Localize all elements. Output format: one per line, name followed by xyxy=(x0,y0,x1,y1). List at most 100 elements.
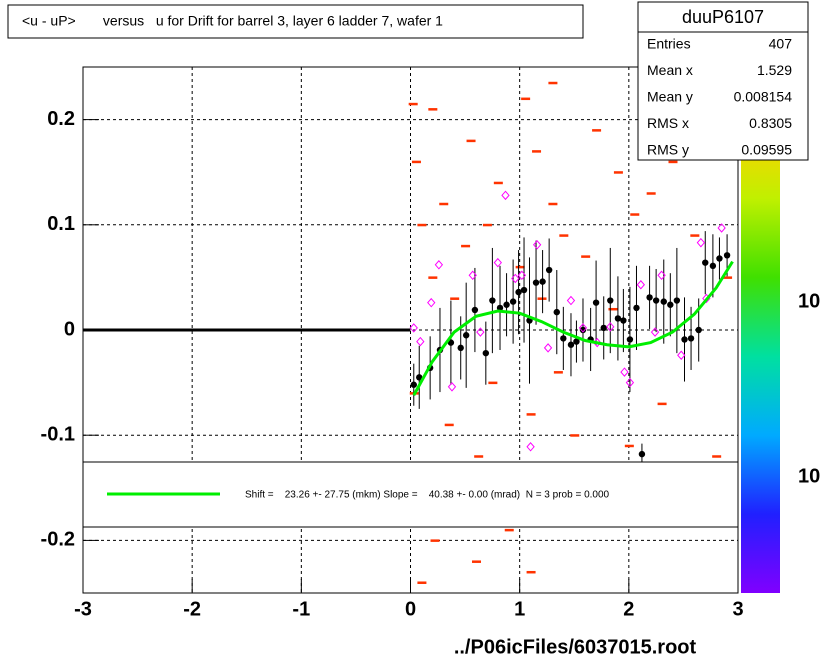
cell xyxy=(624,444,634,448)
point xyxy=(509,298,517,305)
diamond xyxy=(717,223,726,233)
diamond xyxy=(636,280,646,290)
stats-value: 0.09595 xyxy=(741,142,792,158)
diamond xyxy=(625,377,635,388)
cell xyxy=(417,223,427,227)
stats-label: Mean y xyxy=(647,89,693,105)
diamond xyxy=(416,336,425,347)
point xyxy=(673,297,681,304)
stats-value: 407 xyxy=(769,36,793,52)
point xyxy=(496,304,504,312)
point xyxy=(660,298,667,305)
cell xyxy=(444,423,454,427)
point xyxy=(702,259,709,266)
cell xyxy=(428,108,438,111)
cell xyxy=(668,160,678,164)
diamond xyxy=(517,270,527,281)
stats-value: 0.8305 xyxy=(749,115,792,131)
diamond xyxy=(468,270,477,281)
point xyxy=(687,335,695,342)
x-tick-label: 1 xyxy=(514,598,525,620)
cell xyxy=(548,202,558,206)
cell xyxy=(439,202,449,206)
diamond xyxy=(650,327,660,337)
point xyxy=(667,301,674,308)
point xyxy=(709,262,717,270)
cell xyxy=(526,570,536,574)
cell xyxy=(515,265,525,269)
point xyxy=(515,288,522,296)
stats-label: Entries xyxy=(647,36,691,52)
point xyxy=(416,374,423,381)
point xyxy=(607,297,614,304)
cell xyxy=(608,307,618,311)
point xyxy=(638,450,646,458)
x-tick-label: -1 xyxy=(292,598,310,620)
cell xyxy=(474,455,484,458)
point xyxy=(614,315,622,322)
cell xyxy=(537,297,547,300)
diamond xyxy=(696,237,706,248)
diamond xyxy=(543,343,553,353)
diamond xyxy=(511,273,520,284)
cell xyxy=(613,171,623,174)
point xyxy=(503,301,510,308)
diamond xyxy=(657,270,666,281)
diamond xyxy=(526,442,535,452)
cell xyxy=(482,223,492,227)
diamond xyxy=(493,257,502,268)
footer: ../P06icFiles/6037015.root xyxy=(454,636,697,658)
diamond xyxy=(501,190,510,201)
cell xyxy=(559,234,569,237)
diamond xyxy=(434,260,444,270)
cell xyxy=(430,539,440,542)
point xyxy=(560,335,567,342)
point xyxy=(545,266,553,274)
cell xyxy=(657,402,667,406)
point xyxy=(716,255,723,262)
cell xyxy=(472,560,481,563)
colorbar-label: 10 xyxy=(798,290,820,312)
cell xyxy=(723,276,733,279)
plot: -3 -2 -1 0 1 2 3 -0.2 -0.1 0 0.1 0.2 xyxy=(41,67,744,620)
stats-label: Mean x xyxy=(647,62,693,78)
cell xyxy=(417,581,427,584)
x-tick-label: -2 xyxy=(183,598,201,620)
cell xyxy=(504,528,514,532)
x-tick-label: 0 xyxy=(405,598,416,620)
stats-label: RMS x xyxy=(647,115,689,131)
x-tick-label: -3 xyxy=(74,598,92,620)
cell xyxy=(526,413,536,416)
point xyxy=(626,336,634,343)
cell xyxy=(646,192,656,195)
diamond xyxy=(409,323,418,333)
x-tick-label: 3 xyxy=(732,598,743,620)
cell xyxy=(532,150,542,153)
point xyxy=(482,349,490,357)
cell xyxy=(461,244,471,248)
point xyxy=(695,326,702,334)
cell xyxy=(553,371,563,374)
point xyxy=(471,306,479,314)
cell xyxy=(466,139,476,143)
cell xyxy=(411,160,421,164)
stats-title: duuP6107 xyxy=(682,7,764,27)
point xyxy=(681,336,688,343)
y-tick-label: 0.1 xyxy=(47,213,75,235)
point xyxy=(646,294,653,301)
cell xyxy=(548,81,558,85)
x-tick-label: 2 xyxy=(623,598,634,620)
point xyxy=(592,299,600,306)
point xyxy=(462,332,470,339)
y-tick-label: 0 xyxy=(64,318,75,340)
stats-label: RMS y xyxy=(647,142,689,158)
point xyxy=(553,308,560,316)
diamond xyxy=(620,367,629,377)
stats-rows: Entries 407 Mean x 1.529 Mean y 0.008154 RMS x… xyxy=(647,36,792,158)
point xyxy=(600,324,607,332)
diamond xyxy=(606,322,615,332)
legend-text: Shift = 23.26 +- 27.75 (mkm) Slope = 40.… xyxy=(245,490,610,501)
y-tick-label: -0.1 xyxy=(41,423,75,445)
point xyxy=(489,297,496,304)
